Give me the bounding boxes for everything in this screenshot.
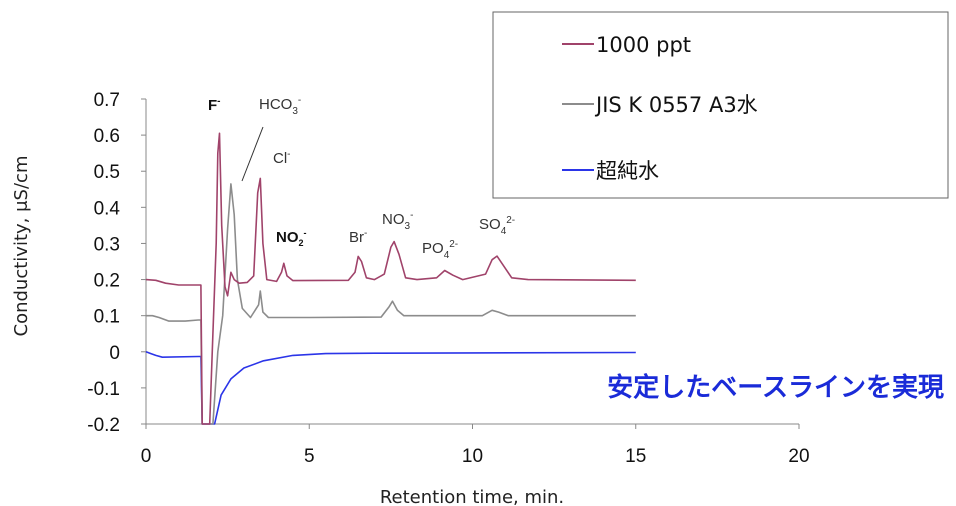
peak-label-bicarbonate-charge: - — [298, 95, 301, 106]
peak-label-chloride-text: Cl — [273, 150, 287, 167]
y-tick-label: 0.2 — [94, 271, 120, 292]
y-tick-label: 0.4 — [94, 198, 121, 219]
peak-label-nitrate-charge: - — [410, 210, 413, 221]
peak-label-nitrate-sub: 3 — [405, 221, 411, 232]
y-tick-label: 0.6 — [94, 126, 120, 147]
peak-label-fluoride-text: F — [208, 97, 217, 114]
y-tick-label: 0.5 — [94, 162, 120, 183]
peak-label-sulfate: SO42- — [479, 215, 515, 237]
axis-tick-labels: -0.2 -0.1 0 0.1 0.2 0.3 0.4 0.5 0.6 0.7 0 5 10 15 20 — [87, 90, 809, 467]
series-line-0 — [145, 132, 636, 425]
legend-label-2: 超純水 — [596, 159, 659, 183]
y-tick-label: 0.3 — [94, 234, 120, 255]
x-tick-label: 20 — [788, 446, 809, 467]
x-axis-title: Retention time, min. — [380, 487, 564, 506]
x-tick-label: 5 — [304, 446, 315, 467]
peak-label-nitrite: NO2- — [276, 228, 307, 248]
peak-label-nitrate-text: NO — [382, 211, 405, 228]
peak-label-phosphate: PO42- — [422, 239, 458, 261]
peak-label-bicarbonate-sub: 3 — [292, 106, 298, 117]
peak-label-phosphate-charge: 2- — [449, 239, 458, 250]
peak-label-sulfate-sub: 4 — [501, 226, 507, 237]
peak-label-sulfate-text: SO — [479, 216, 501, 233]
x-tick-label: 10 — [462, 446, 483, 467]
peak-label-nitrate: NO3- — [382, 210, 413, 232]
peak-label-fluoride: F- — [208, 96, 221, 114]
peak-label-nitrite-charge: - — [304, 228, 307, 238]
peak-label-phosphate-text: PO — [422, 240, 444, 257]
y-axis-title: Conductivity, μS/cm — [11, 156, 32, 337]
y-tick-label: -0.2 — [87, 415, 120, 436]
x-tick-label: 15 — [625, 446, 646, 467]
y-tick-label: 0 — [109, 343, 120, 364]
baseline-callout: 安定したベースラインを実現 — [607, 372, 944, 403]
peak-label-bicarbonate: HCO3- — [259, 95, 301, 117]
peak-label-bicarbonate-text: HCO — [259, 96, 292, 113]
y-tick-label: -0.1 — [87, 379, 120, 400]
series-line-1 — [146, 183, 636, 425]
peak-label-chloride: Cl- — [273, 149, 291, 167]
axis-ticks — [141, 98, 800, 429]
hco3-leader-line — [241, 126, 264, 182]
legend-label-1: JIS K 0557 A3水 — [594, 93, 758, 117]
series-line-2 — [145, 351, 636, 425]
y-tick-label: 0.1 — [94, 307, 120, 328]
peak-label-bromide-text: Br — [349, 229, 364, 246]
x-tick-label: 0 — [141, 446, 152, 467]
peak-label-bromide-charge: - — [364, 228, 367, 239]
peak-label-nitrite-sub: 2 — [299, 238, 304, 248]
peak-label-nitrite-text: NO — [276, 229, 299, 246]
y-tick-label: 0.7 — [94, 90, 120, 111]
legend-label-0: 1000 ppt — [596, 33, 691, 57]
peak-label-chloride-charge: - — [287, 149, 290, 160]
series-group — [145, 132, 636, 425]
peak-label-bromide: Br- — [349, 228, 367, 246]
peak-label-fluoride-charge: - — [217, 96, 220, 107]
peak-label-sulfate-charge: 2- — [506, 215, 515, 226]
peak-label-phosphate-sub: 4 — [444, 250, 450, 261]
